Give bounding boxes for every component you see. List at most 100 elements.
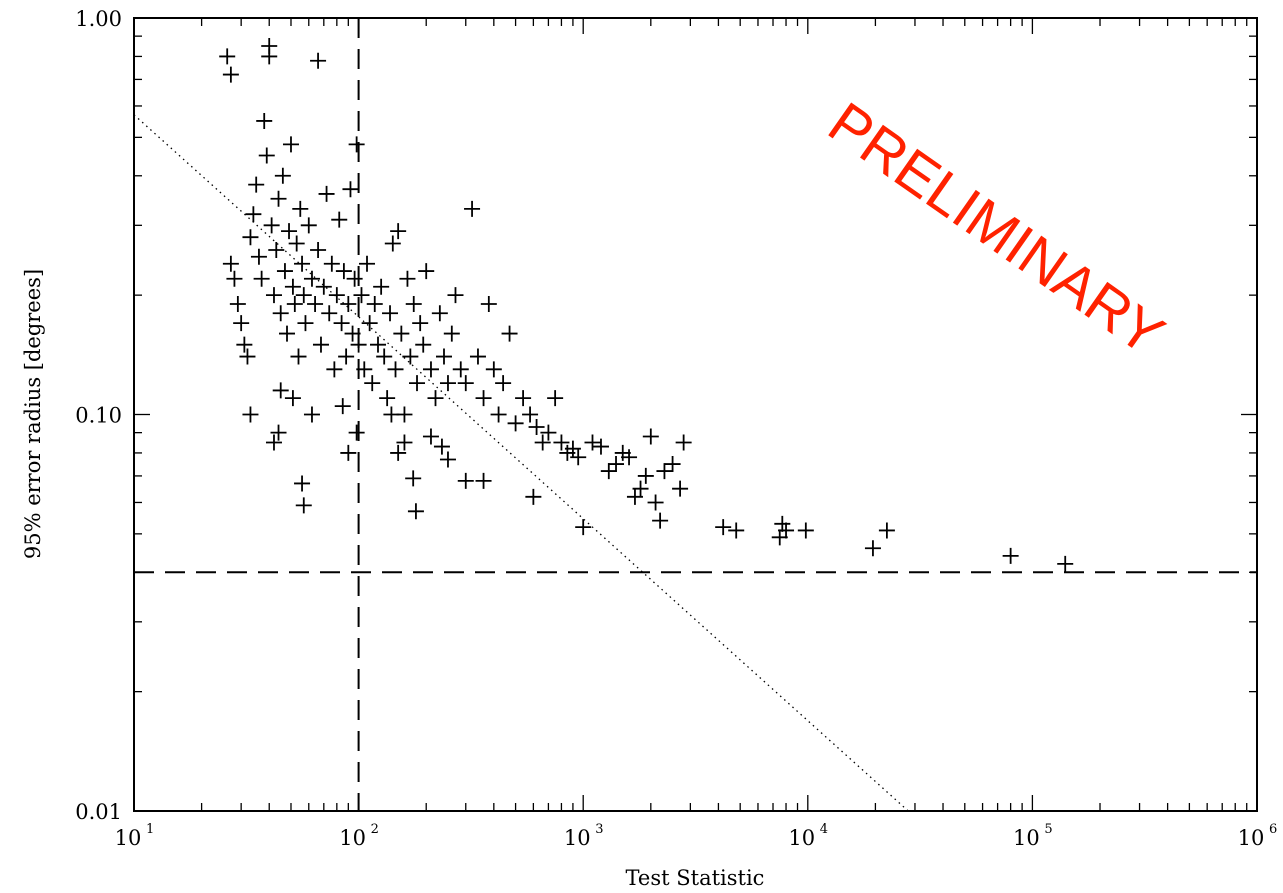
data-point <box>265 287 282 304</box>
data-point <box>534 434 551 451</box>
data-point <box>348 424 365 441</box>
data-point <box>435 348 452 365</box>
data-point <box>344 325 361 342</box>
data-point <box>356 361 373 378</box>
data-point <box>295 287 312 304</box>
data-point <box>364 375 381 392</box>
data-point <box>346 270 363 287</box>
data-point <box>457 375 474 392</box>
data-point <box>284 278 301 295</box>
data-point <box>326 361 343 378</box>
data-point <box>379 390 396 407</box>
data-point <box>334 398 351 415</box>
data-point <box>331 211 348 228</box>
data-point <box>348 136 365 153</box>
data-point <box>525 488 542 505</box>
data-point <box>415 336 432 353</box>
data-point <box>469 348 486 365</box>
data-point <box>575 519 592 536</box>
data-point <box>272 305 289 322</box>
data-point <box>584 434 601 451</box>
data-point <box>637 467 654 484</box>
data-point <box>439 375 456 392</box>
data-point <box>294 255 311 272</box>
data-point <box>382 305 399 322</box>
data-point <box>294 475 311 492</box>
data-point <box>457 472 474 489</box>
data-point <box>268 241 285 258</box>
data-point <box>366 295 383 312</box>
data-point <box>315 278 332 295</box>
data-point <box>342 181 359 198</box>
data-point <box>333 315 350 332</box>
data-point <box>265 434 282 451</box>
data-point <box>359 255 376 272</box>
data-point <box>353 287 370 304</box>
data-point <box>338 348 355 365</box>
x-tick-label-exponent: 5 <box>1044 822 1052 837</box>
data-point <box>279 325 296 342</box>
data-point <box>547 390 564 407</box>
data-point <box>405 295 422 312</box>
data-point <box>407 503 424 520</box>
x-axis-title: Test Statistic <box>626 866 765 890</box>
data-point <box>422 428 439 445</box>
data-point <box>340 444 357 461</box>
data-point <box>310 52 327 69</box>
data-point <box>272 382 289 399</box>
data-point <box>270 190 287 207</box>
data-point <box>245 206 262 223</box>
data-point <box>383 406 400 423</box>
data-point <box>614 444 631 461</box>
data-point <box>540 424 557 441</box>
data-point <box>295 497 312 514</box>
data-point <box>501 325 518 342</box>
data-point <box>248 176 265 193</box>
data-point <box>300 217 317 234</box>
data-point <box>475 472 492 489</box>
data-point <box>340 295 357 312</box>
data-point <box>515 390 532 407</box>
data-point <box>608 456 625 473</box>
x-tick-label-exponent: 1 <box>146 822 154 837</box>
data-point <box>672 480 689 497</box>
x-tick-label: 10 <box>1013 826 1040 850</box>
data-point <box>384 235 401 252</box>
data-point <box>369 336 386 353</box>
data-point <box>286 295 303 312</box>
x-tick-label: 10 <box>788 826 815 850</box>
data-points <box>219 37 1074 572</box>
data-point <box>507 415 524 432</box>
data-point <box>402 348 419 365</box>
data-point <box>443 325 460 342</box>
data-point <box>600 463 617 480</box>
data-point <box>284 390 301 407</box>
data-point <box>570 449 587 466</box>
data-point <box>412 315 429 332</box>
data-point <box>303 406 320 423</box>
y-axis-title: 95% error radius [degrees] <box>21 269 45 559</box>
data-point <box>219 48 236 65</box>
data-point <box>361 315 378 332</box>
data-point <box>452 361 469 378</box>
data-point <box>297 315 314 332</box>
data-point <box>303 270 320 287</box>
data-point <box>409 375 426 392</box>
data-point <box>464 200 481 217</box>
data-point <box>728 522 745 539</box>
data-point <box>312 336 329 353</box>
y-tick-label: 0.10 <box>75 404 122 428</box>
data-point <box>222 66 239 83</box>
data-point <box>774 515 791 532</box>
data-point <box>864 540 881 557</box>
data-point <box>335 263 352 280</box>
data-point <box>226 270 243 287</box>
data-point <box>290 348 307 365</box>
data-point <box>439 451 456 468</box>
x-tick-label: 10 <box>564 826 591 850</box>
data-point <box>431 305 448 322</box>
data-point <box>592 438 609 455</box>
data-point <box>528 418 545 435</box>
data-point <box>328 287 345 304</box>
data-point <box>399 270 416 287</box>
